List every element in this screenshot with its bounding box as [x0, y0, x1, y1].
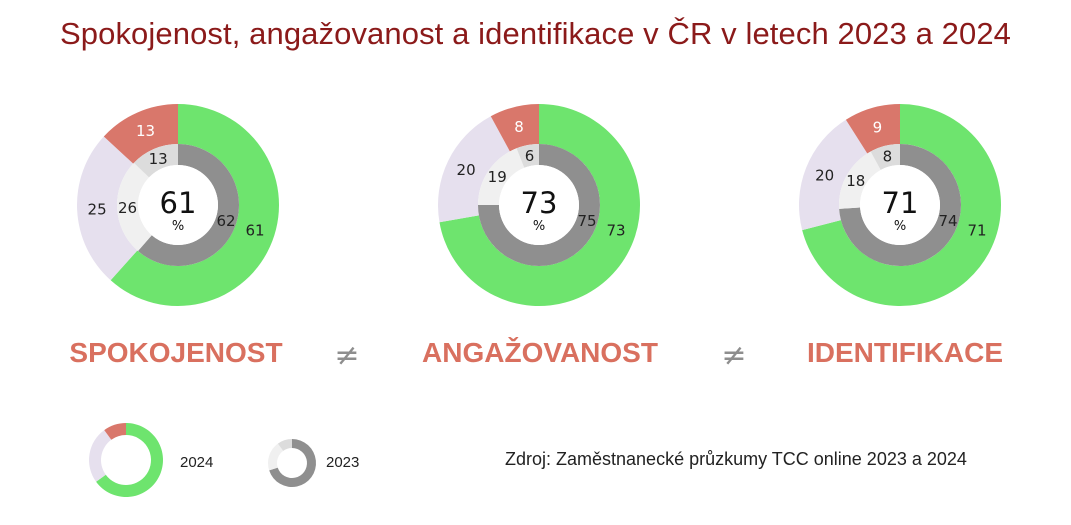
legend-2023-neutral [268, 443, 284, 471]
slice-2023-negative [870, 144, 900, 170]
legend-2023-positive [269, 439, 317, 488]
slice-2023-neutral-label: 26 [118, 199, 137, 217]
center-percent: % [894, 219, 906, 234]
legend-2024-negative [104, 423, 126, 440]
neq-symbol-1: ≠ [334, 338, 360, 373]
source-note: Zdroj: Zaměstnanecké průzkumy TCC online… [505, 449, 967, 469]
slice-2024-negative-label: 9 [873, 119, 883, 137]
neq-symbol-2: ≠ [721, 338, 747, 373]
slice-2024-neutral-label: 20 [815, 167, 834, 185]
slice-2024-neutral [77, 136, 138, 281]
slice-2024-positive [439, 104, 640, 306]
slice-2024-negative-label: 8 [514, 118, 524, 136]
slice-2024-negative-label: 13 [136, 122, 155, 140]
metric-label-identifikace: IDENTIFIKACE [807, 337, 1003, 368]
slice-2024-neutral-label: 20 [457, 161, 476, 179]
slice-2023-negative [516, 144, 539, 168]
legend-label-2024: 2024 [180, 454, 214, 471]
legend-2023-negative [277, 439, 292, 451]
slice-2024-positive-label: 71 [967, 221, 986, 239]
donut-identifikace: 71 20 9 74 18 8 71% [799, 104, 1001, 307]
slice-2023-neutral-label: 18 [846, 172, 865, 190]
legend-label-2023: 2023 [326, 454, 360, 471]
slice-2023-positive [839, 144, 961, 266]
slice-2023-positive [478, 144, 600, 266]
slice-2024-negative [103, 104, 178, 164]
slice-2024-positive [110, 104, 279, 306]
slice-2023-negative-label: 8 [883, 147, 893, 165]
slice-2024-negative [845, 104, 900, 154]
slice-2023-positive-label: 74 [938, 212, 957, 230]
slice-2023-neutral [839, 151, 881, 209]
slice-2024-negative [490, 104, 539, 152]
center-value: 71 [882, 186, 919, 220]
slice-2024-neutral [799, 119, 868, 231]
slice-2023-neutral [117, 162, 152, 252]
center-value: 61 [160, 186, 197, 220]
metric-label-angazovanost: ANGAŽOVANOST [422, 337, 658, 368]
slice-2023-positive [137, 144, 239, 266]
slice-2023-positive-label: 62 [216, 212, 235, 230]
legend-2024-neutral [89, 430, 112, 482]
slice-2024-positive [802, 104, 1001, 307]
legend-icon-2024 [89, 423, 163, 498]
metric-label-spokojenost: SPOKOJENOST [69, 337, 283, 368]
slice-2024-positive-label: 61 [245, 221, 264, 239]
legend-icon-2023 [268, 439, 317, 488]
center-percent: % [172, 219, 184, 234]
donut-angažovanost: 73 20 8 75 19 6 73% [438, 104, 640, 306]
donut-hole [860, 165, 940, 245]
donut-hole [499, 165, 579, 245]
slice-2024-neutral-label: 25 [88, 200, 107, 218]
center-value: 73 [521, 186, 558, 220]
chart-title: Spokojenost, angažovanost a identifikace… [60, 16, 1011, 51]
slice-2023-neutral-label: 19 [488, 168, 507, 186]
center-percent: % [533, 219, 545, 234]
slice-2024-neutral [438, 116, 510, 223]
legend-2024-positive [96, 423, 163, 498]
donut-spokojenost: 61 25 13 62 26 13 61% [77, 104, 279, 306]
slice-2023-neutral [478, 148, 525, 205]
donut-hole [138, 165, 218, 245]
slice-2023-negative-label: 13 [149, 150, 168, 168]
slice-2023-negative-label: 6 [525, 147, 535, 165]
slice-2024-positive-label: 73 [606, 221, 625, 239]
slice-2023-positive-label: 75 [577, 212, 596, 230]
slice-2023-negative [133, 144, 178, 178]
